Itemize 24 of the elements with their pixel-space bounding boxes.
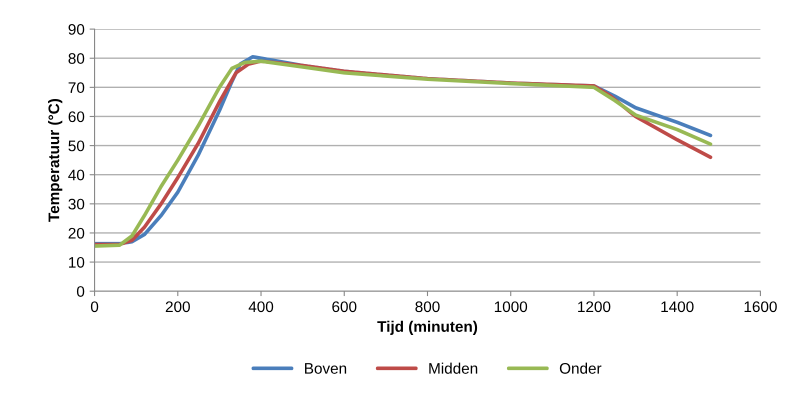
x-tick-label: 600 (332, 301, 356, 312)
y-tick-label: 30 (68, 198, 84, 210)
y-tick-label: 20 (68, 228, 84, 239)
y-tick-label: 70 (68, 82, 84, 94)
y-tick-label: 10 (69, 256, 84, 268)
legend-label: Boven (305, 363, 346, 374)
y-tick-label: 60 (68, 111, 84, 122)
legend-label: Onder (560, 362, 602, 374)
y-axis-title: Temperatuur (°C) (48, 99, 62, 222)
legend-label: Midden (429, 362, 478, 374)
x-tick-label: 200 (166, 301, 190, 312)
y-tick-label: 0 (76, 286, 84, 297)
x-tick-label: 1600 (744, 301, 777, 312)
x-tick-label: 800 (415, 301, 440, 312)
x-tick-label: 1000 (494, 301, 528, 312)
y-tick-label: 80 (68, 53, 84, 64)
y-tick-label: 50 (68, 140, 84, 152)
x-axis-title: Tijd (minuten) (377, 320, 478, 335)
x-tick-label: 1200 (578, 301, 610, 312)
x-tick-label: 0 (90, 301, 98, 312)
y-tick-label: 40 (68, 170, 84, 180)
y-tick-label: 90 (68, 24, 84, 35)
x-tick-label: 1400 (661, 301, 694, 312)
x-tick-label: 400 (248, 301, 274, 312)
